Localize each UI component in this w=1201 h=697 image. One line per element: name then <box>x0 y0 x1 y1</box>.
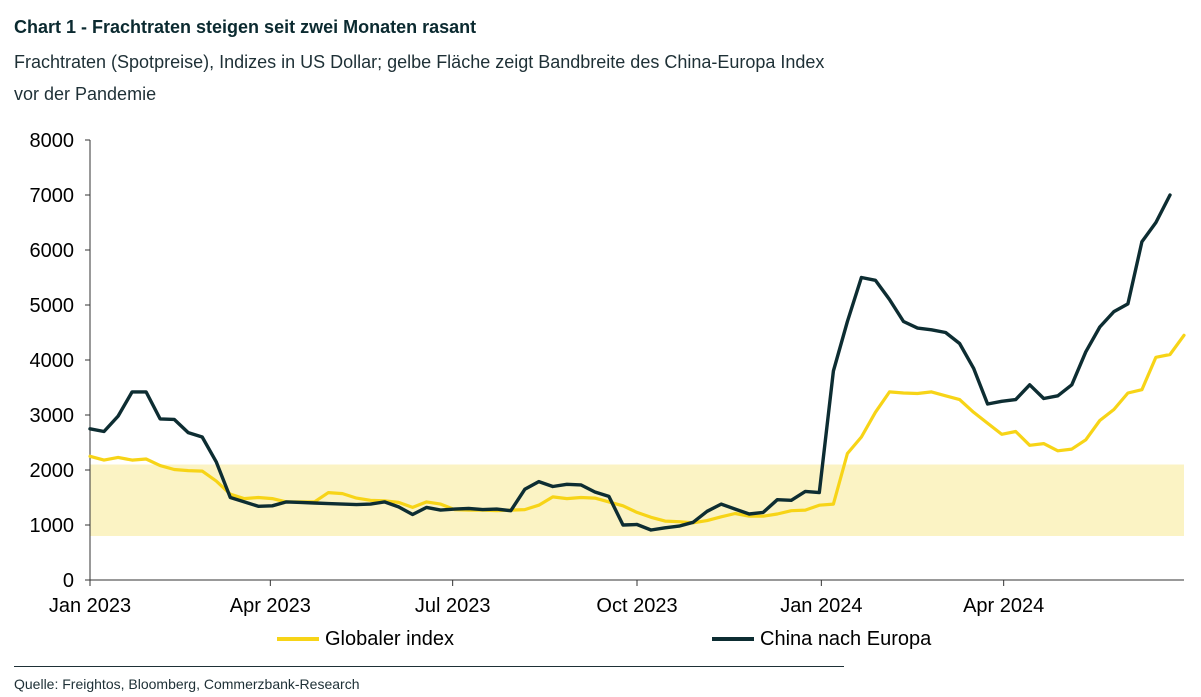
y-tick-label: 8000 <box>30 130 75 152</box>
legend-label-china-nach-europa: China nach Europa <box>760 627 932 650</box>
legend-label-globaler-index: Globaler index <box>325 627 454 650</box>
x-tick-label: Jan 2024 <box>780 595 862 617</box>
x-tick-label: Apr 2023 <box>230 595 311 617</box>
y-tick-label: 3000 <box>30 405 75 427</box>
chart-title: Chart 1 - Frachtraten steigen seit zwei … <box>14 17 477 37</box>
y-tick-label: 4000 <box>30 350 75 372</box>
footer-divider <box>14 666 844 667</box>
legend-swatch-china-nach-europa <box>712 637 754 641</box>
y-tick-label: 7000 <box>30 185 75 207</box>
source-note: Quelle: Freightos, Bloomberg, Commerzban… <box>14 676 360 692</box>
x-tick-label: Jul 2023 <box>415 595 491 617</box>
series-line-globaler-index <box>88 333 1186 525</box>
y-tick-label: 0 <box>63 570 74 592</box>
legend-item-globaler-index: Globaler index <box>277 627 454 651</box>
legend-item-china-nach-europa: China nach Europa <box>712 627 931 651</box>
legend-swatch-globaler-index <box>277 637 319 641</box>
y-tick-label: 2000 <box>30 460 75 482</box>
y-tick-label: 6000 <box>30 240 75 262</box>
y-tick-label: 1000 <box>30 515 75 537</box>
chart-subtitle: Frachtraten (Spotpreise), Indizes in US … <box>14 52 825 104</box>
y-tick-label: 5000 <box>30 295 75 317</box>
x-tick-label: Apr 2024 <box>963 595 1044 617</box>
x-tick-label: Oct 2023 <box>596 595 677 617</box>
series-line-china-nach-europa <box>88 193 1172 532</box>
x-tick-label: Jan 2023 <box>49 595 131 617</box>
